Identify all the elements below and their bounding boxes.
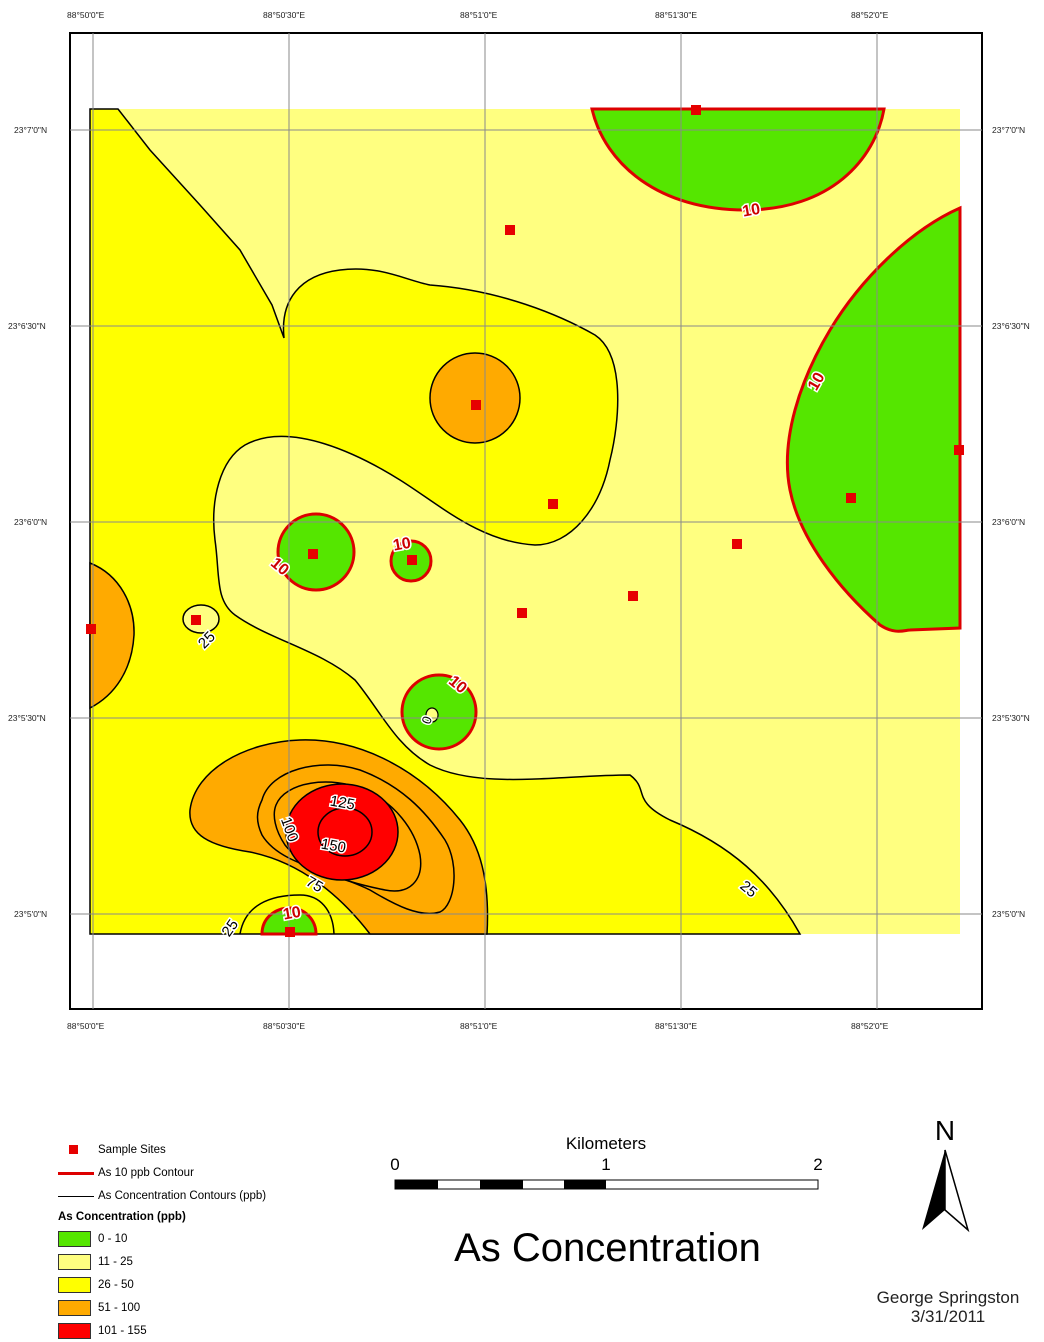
legend-classes-title: As Concentration (ppb)	[58, 1211, 186, 1223]
contour-labels: 10 10 10 10 10 10 25 25 25 75 100 125 15…	[193, 199, 830, 941]
lat-label-left-5: 23°5'0"N	[14, 909, 48, 919]
sample-site	[86, 624, 96, 634]
zone-51-100-west	[89, 561, 135, 710]
lat-label-left-3: 23°6'0"N	[14, 517, 48, 527]
lat-label-left-4: 23°5'30"N	[8, 713, 46, 723]
sample-site	[407, 555, 417, 565]
zone-0-10-c	[400, 673, 478, 751]
zone-0-10-east	[785, 205, 962, 633]
lat-label-right-4: 23°5'30"N	[992, 713, 1030, 723]
lon-label-top-5: 88°52'0"E	[851, 10, 889, 20]
sample-site	[732, 539, 742, 549]
zone-51-100-north	[429, 352, 521, 444]
scale-tick-2: 2	[813, 1155, 822, 1174]
north-label: N	[935, 1115, 955, 1146]
legend-contours: As Concentration Contours (ppb)	[58, 1184, 388, 1207]
legend-class-label: 26 - 50	[98, 1278, 134, 1291]
map-title: As Concentration	[454, 1226, 761, 1270]
zone-26-50	[89, 108, 802, 935]
label-10-south: 10	[282, 904, 303, 924]
sample-site-icon	[58, 1141, 94, 1159]
zone-0-10-north	[590, 107, 886, 212]
scale-unit: Kilometers	[566, 1134, 646, 1153]
lat-label-left-1: 23°7'0"N	[14, 125, 48, 135]
black-line-icon	[58, 1187, 94, 1205]
legend-class-26-50: 26 - 50	[58, 1273, 388, 1296]
lon-label-top-4: 88°51'30"E	[655, 10, 698, 20]
sample-site	[954, 445, 964, 455]
lon-label-top-1: 88°50'0"E	[67, 10, 105, 20]
legend-class-label: 0 - 10	[98, 1232, 128, 1245]
sample-site	[846, 493, 856, 503]
sample-site	[471, 400, 481, 410]
lat-label-right-1: 23°7'0"N	[992, 125, 1026, 135]
scale-tick-1: 1	[601, 1155, 610, 1174]
lat-label-right-2: 23°6'30"N	[992, 321, 1030, 331]
legend-contour-10-label: As 10 ppb Contour	[98, 1166, 194, 1179]
lon-label-bottom-2: 88°50'30"E	[263, 1021, 306, 1031]
legend-class-label: 11 - 25	[98, 1255, 133, 1268]
legend-class-101-155: 101 - 155	[58, 1319, 388, 1342]
sample-site	[628, 591, 638, 601]
sample-site	[505, 225, 515, 235]
lat-label-right-5: 23°5'0"N	[992, 909, 1026, 919]
lat-label-left-2: 23°6'30"N	[8, 321, 46, 331]
legend-class-label: 101 - 155	[98, 1324, 147, 1337]
legend-sample-sites-label: Sample Sites	[98, 1143, 166, 1156]
sample-site	[548, 499, 558, 509]
red-line-icon	[58, 1164, 94, 1182]
lon-label-bottom-1: 88°50'0"E	[67, 1021, 105, 1031]
scale-tick-0: 0	[390, 1155, 399, 1174]
map-frame: 10 10 10 10 10 10 25 25 25 75 100 125 15…	[69, 32, 983, 1010]
label-10-north: 10	[741, 201, 762, 221]
graticule	[70, 33, 982, 1009]
legend-class-0-10: 0 - 10	[58, 1227, 388, 1250]
author-name: George Springston	[876, 1288, 1020, 1307]
legend-class-label: 51 - 100	[98, 1301, 141, 1314]
north-arrow-icon: N	[922, 1115, 970, 1233]
label-10-b: 10	[392, 535, 413, 555]
legend-contours-label: As Concentration Contours (ppb)	[98, 1189, 267, 1202]
sample-site	[308, 549, 318, 559]
swatch-101-155	[58, 1322, 91, 1339]
lon-label-bottom-5: 88°52'0"E	[851, 1021, 889, 1031]
legend-sample-sites: Sample Sites	[58, 1138, 388, 1161]
contour-75	[256, 764, 455, 915]
contour-25-south	[239, 894, 335, 935]
legend: Sample Sites As 10 ppb Contour As Concen…	[58, 1138, 388, 1342]
label-150: 150	[320, 836, 348, 857]
lon-label-top-2: 88°50'30"E	[263, 10, 306, 20]
scale-bar: Kilometers 0 1 2	[390, 1134, 823, 1190]
lon-label-bottom-3: 88°51'0"E	[460, 1021, 498, 1031]
legend-class-51-100: 51 - 100	[58, 1296, 388, 1319]
zone-101-155	[285, 783, 399, 881]
swatch-0-10	[58, 1230, 91, 1247]
sample-sites	[86, 105, 964, 937]
lon-label-bottom-4: 88°51'30"E	[655, 1021, 698, 1031]
sample-site	[191, 615, 201, 625]
lat-label-right-3: 23°6'0"N	[992, 517, 1026, 527]
sample-site	[691, 105, 701, 115]
swatch-51-100	[58, 1299, 91, 1316]
legend-class-11-25: 11 - 25	[58, 1250, 388, 1273]
author-block: George Springston 3/31/2011	[858, 1288, 1038, 1326]
sample-site	[517, 608, 527, 618]
swatch-11-25	[58, 1253, 91, 1270]
swatch-26-50	[58, 1276, 91, 1293]
contour-150	[317, 807, 373, 857]
lon-label-top-3: 88°51'0"E	[460, 10, 498, 20]
sample-site	[285, 927, 295, 937]
map-date: 3/31/2011	[910, 1307, 986, 1326]
legend-contour-10: As 10 ppb Contour	[58, 1161, 388, 1184]
